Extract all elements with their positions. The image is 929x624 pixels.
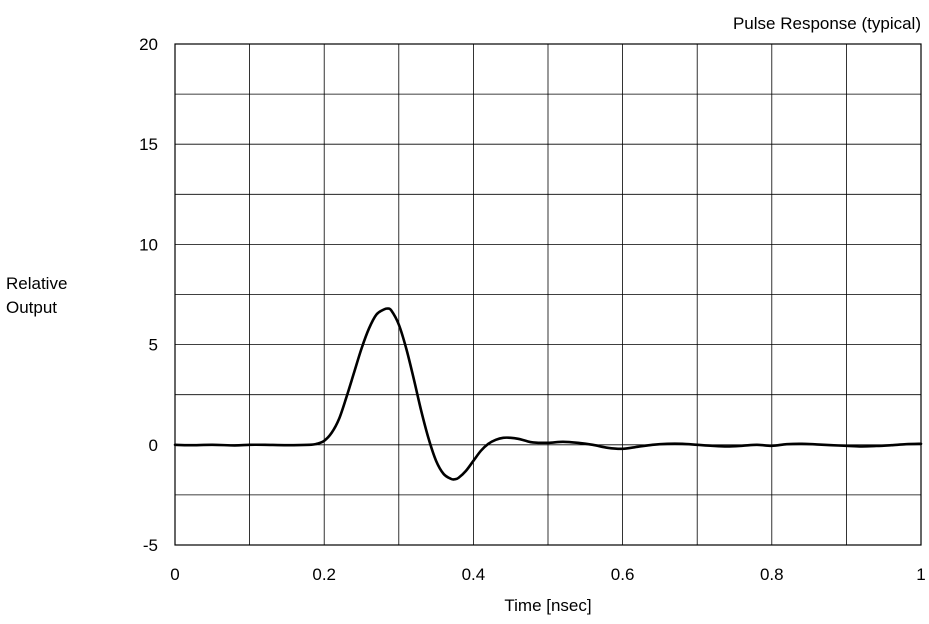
y-axis-label-line-1: Relative <box>6 274 67 293</box>
chart-title: Pulse Response (typical) <box>733 14 921 33</box>
x-tick-label: 0.4 <box>462 565 486 584</box>
x-tick-label: 0.6 <box>611 565 635 584</box>
x-tick-label: 0 <box>170 565 179 584</box>
series-line-pulse-response <box>173 307 923 481</box>
grid-lines <box>175 44 921 545</box>
y-tick-label: 20 <box>139 35 158 54</box>
y-tick-label: 15 <box>139 135 158 154</box>
x-tick-label: 0.2 <box>312 565 336 584</box>
y-tick-label: 10 <box>139 235 158 254</box>
y-axis-label-line-2: Output <box>6 298 57 317</box>
y-tick-label: 5 <box>149 336 158 355</box>
x-axis-label: Time [nsec] <box>504 596 591 615</box>
x-tick-labels: 0 0.2 0.4 0.6 0.8 1 <box>170 565 925 584</box>
x-tick-label: 1 <box>916 565 925 584</box>
y-tick-labels: -5 0 5 10 15 20 <box>139 35 158 555</box>
y-tick-label: -5 <box>143 536 158 555</box>
y-tick-label: 0 <box>149 436 158 455</box>
x-tick-label: 0.8 <box>760 565 784 584</box>
plot-frame <box>174 43 922 546</box>
